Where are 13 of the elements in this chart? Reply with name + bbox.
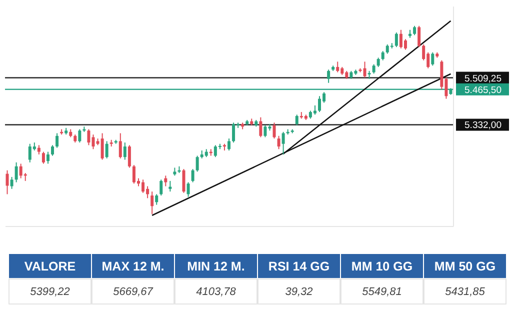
category-label: MM 50 GG (434, 260, 496, 274)
text: 5669,67 (113, 286, 153, 298)
category-label: MIN 12 M. (187, 260, 245, 274)
category-label: MAX 12 M. (102, 260, 164, 274)
text: 5399,22 (30, 286, 70, 298)
text: 39,32 (285, 286, 313, 298)
category-label: MM 10 GG (351, 260, 413, 274)
category-label: VALORE (24, 260, 76, 274)
text: 5549,81 (362, 286, 402, 298)
text: 4103,78 (196, 286, 236, 298)
y-tick-label: 5.332,00 (464, 120, 502, 132)
text: 5431,85 (445, 286, 485, 298)
category-label: RSI 14 GG (268, 260, 330, 274)
